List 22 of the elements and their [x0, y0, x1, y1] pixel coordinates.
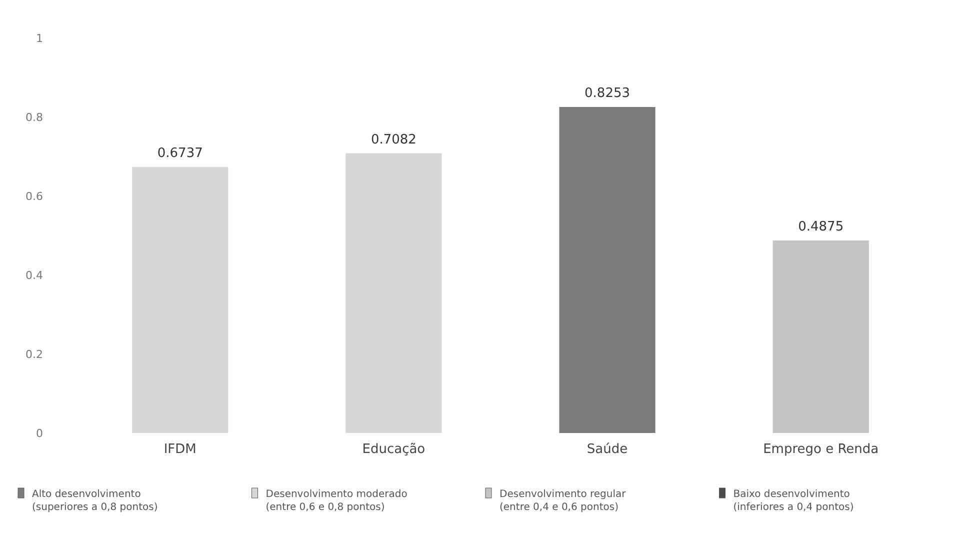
y-tick-label: 0.8	[26, 110, 43, 124]
y-tick-label: 0	[36, 426, 43, 440]
y-tick-label: 0.2	[26, 348, 43, 361]
x-tick-label: Saúde	[586, 442, 628, 457]
x-tick-label: Emprego e Renda	[763, 442, 879, 457]
legend-label: Alto desenvolvimento (superiores a 0,8 pontos)	[32, 489, 158, 513]
bar	[772, 240, 869, 433]
bar	[346, 153, 442, 433]
legend-label: Baixo desenvolvimento (inferiores a 0,4 pontos)	[733, 489, 854, 513]
legend-label: Desenvolvimento regular (entre 0,4 e 0,6 pontos)	[500, 489, 627, 513]
x-tick-label: IFDM	[164, 442, 196, 457]
y-tick-label: 0.4	[26, 268, 43, 282]
bar	[132, 166, 228, 433]
data-label: 0.7082	[370, 132, 416, 148]
x-tick-label: Educação	[362, 442, 426, 457]
bar	[559, 107, 656, 433]
y-tick-label: 0.6	[26, 190, 43, 203]
data-label: 0.6737	[157, 146, 203, 161]
data-label: 0.4875	[798, 219, 844, 234]
legend-label: Desenvolvimento moderado (entre 0,6 e 0,8 pontos)	[266, 489, 408, 513]
y-tick-label: 1	[36, 32, 43, 45]
data-label: 0.8253	[584, 86, 630, 102]
